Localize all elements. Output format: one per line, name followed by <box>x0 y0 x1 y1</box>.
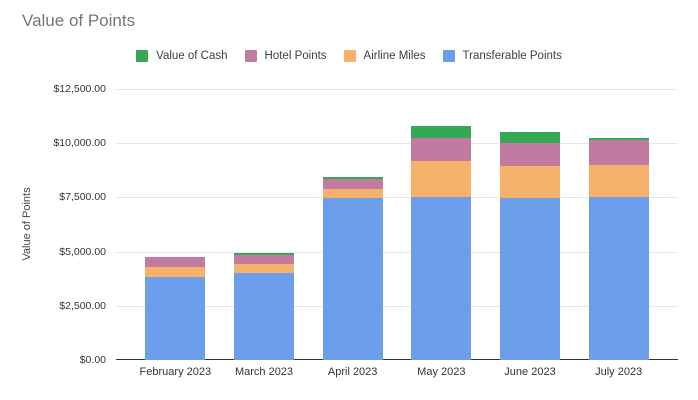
x-tick-label: June 2023 <box>504 366 556 378</box>
bar-segment-hotel-points[interactable] <box>500 143 560 166</box>
legend-label: Value of Cash <box>156 49 228 62</box>
bar-segment-airline-miles[interactable] <box>588 164 649 198</box>
chart-title: Value of Points <box>22 11 136 30</box>
bar-segment-value-of-cash[interactable] <box>322 176 383 179</box>
y-tick-label: $0.00 <box>79 354 106 366</box>
legend-swatch-icon <box>343 49 356 62</box>
legend-swatch-icon <box>442 49 455 62</box>
x-tick-label: February 2023 <box>139 366 212 378</box>
chart-legend: Value of Cash Hotel Points Airline Miles Tr… <box>0 48 698 63</box>
bar-segment-airline-miles[interactable] <box>234 263 294 274</box>
bar-segment-hotel-points[interactable] <box>588 139 649 165</box>
legend-swatch-icon <box>136 49 149 62</box>
bar-segment-value-of-cash[interactable] <box>234 252 294 255</box>
bar-segment-hotel-points[interactable] <box>145 257 206 267</box>
y-tick-label: $10,000.00 <box>53 137 106 150</box>
y-tick-label: $12,500.00 <box>53 83 106 95</box>
x-axis-line <box>116 359 678 360</box>
gridline <box>116 89 678 90</box>
legend-label: Transferable Points <box>462 49 562 62</box>
gridline <box>116 197 678 199</box>
y-tick-label: $7,500.00 <box>59 191 106 204</box>
legend-label: Airline Miles <box>363 49 426 62</box>
legend-label: Hotel Points <box>264 49 327 62</box>
gridline <box>116 143 678 145</box>
bar-april-2023[interactable] <box>322 176 383 360</box>
x-tick-label: May 2023 <box>417 366 466 378</box>
plot-area <box>116 89 678 360</box>
bar-segment-transferable-points[interactable] <box>411 197 472 360</box>
legend-item-value-of-cash[interactable]: Value of Cash <box>136 49 228 62</box>
bar-segment-transferable-points[interactable] <box>588 197 649 360</box>
bar-segment-value-of-cash[interactable] <box>588 137 649 140</box>
bar-segment-transferable-points[interactable] <box>500 198 560 360</box>
bar-segment-value-of-cash[interactable] <box>500 132 560 144</box>
legend-item-hotel-points[interactable]: Hotel Points <box>244 49 327 62</box>
bar-segment-hotel-points[interactable] <box>322 178 383 189</box>
bar-march-2023[interactable] <box>234 252 294 360</box>
gridline <box>116 305 678 307</box>
bar-segment-airline-miles[interactable] <box>500 165 560 199</box>
y-tick-label: $2,500.00 <box>59 299 106 312</box>
bar-segment-transferable-points[interactable] <box>322 198 383 360</box>
legend-item-airline-miles[interactable]: Airline Miles <box>343 49 426 62</box>
bar-segment-airline-miles[interactable] <box>322 188 383 199</box>
bar-february-2023[interactable] <box>145 257 206 360</box>
bar-segment-hotel-points[interactable] <box>234 254 294 264</box>
bar-segment-transferable-points[interactable] <box>145 276 206 360</box>
bar-segment-transferable-points[interactable] <box>234 273 294 360</box>
bar-segment-airline-miles[interactable] <box>411 160 472 198</box>
legend-swatch-icon <box>244 49 257 62</box>
x-tick-label: July 2023 <box>595 366 643 378</box>
y-tick-label: $5,000.00 <box>59 245 106 258</box>
bar-june-2023[interactable] <box>500 132 560 360</box>
bar-july-2023[interactable] <box>588 137 649 360</box>
bar-segment-airline-miles[interactable] <box>145 266 206 277</box>
gridline <box>116 251 678 253</box>
bar-may-2023[interactable] <box>411 125 472 360</box>
x-tick-label: March 2023 <box>234 366 294 378</box>
bar-segment-hotel-points[interactable] <box>411 137 472 161</box>
x-tick-label: April 2023 <box>327 366 378 378</box>
bar-segment-value-of-cash[interactable] <box>411 125 472 138</box>
legend-item-transferable-points[interactable]: Transferable Points <box>442 49 562 62</box>
